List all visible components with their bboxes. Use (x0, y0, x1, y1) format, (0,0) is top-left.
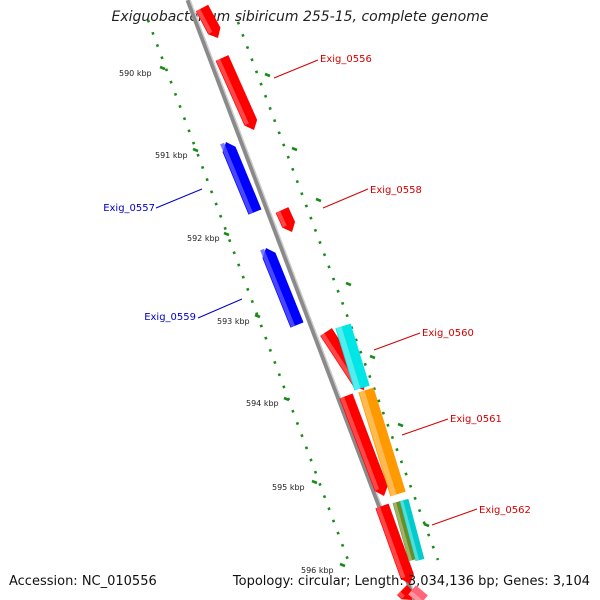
gene-label-Exig_0556[interactable]: Exig_0556 (320, 54, 372, 65)
outer-scale-tick (315, 197, 322, 203)
scale-label-590-kbp: 590 kbp (119, 69, 152, 78)
topology-label: Topology: circular; Length: 3,034,136 bp… (232, 574, 590, 589)
inner-tick-track (146, 19, 350, 561)
olive-feature-highlight (393, 502, 413, 562)
gene-label-Exig_0559[interactable]: Exig_0559 (144, 312, 196, 323)
outer-scale-tick (397, 422, 404, 428)
gene-Exig_0557-highlight (220, 142, 254, 215)
cyan-feature-2-highlight (400, 500, 420, 562)
outer-tick-track (236, 21, 440, 561)
gene-Exig_0557[interactable] (222, 142, 262, 215)
outer-scale-tick (264, 72, 271, 78)
outer-scale-tick (345, 281, 352, 287)
gene-Exig_0559-highlight (260, 248, 296, 328)
gene-partial-top-highlight (196, 8, 213, 34)
outer-scale-tick (291, 146, 298, 152)
scale-tick (223, 231, 230, 237)
gene-Exig_0559[interactable] (262, 248, 304, 328)
scale-tick (283, 396, 290, 402)
gene-Exig_0558-highlight (276, 210, 287, 228)
outer-scale-tick (423, 522, 430, 528)
scale-label-592-kbp: 592 kbp (187, 234, 220, 243)
scale-label-596-kbp: 596 kbp (301, 566, 334, 575)
gene-label-Exig_0561[interactable]: Exig_0561 (450, 414, 502, 425)
gene-label-Exig_0558[interactable]: Exig_0558 (370, 185, 422, 196)
gene-Exig_0558[interactable] (275, 207, 296, 232)
leader-line-Exig_0562 (431, 508, 478, 526)
scale-tick (311, 479, 318, 485)
orange-feature-highlight (359, 390, 397, 497)
scale-label-595-kbp: 595 kbp (272, 483, 305, 492)
gene-label-Exig_0560[interactable]: Exig_0560 (422, 328, 474, 339)
gene-label-Exig_0557[interactable]: Exig_0557 (103, 203, 155, 214)
leader-line-Exig_0558 (322, 188, 369, 209)
scale-label-594-kbp: 594 kbp (246, 399, 279, 408)
gene-partial-bottom-highlight (397, 591, 405, 599)
gene-label-Exig_0562[interactable]: Exig_0562 (479, 505, 531, 516)
scale-tick (192, 147, 199, 153)
accession-label: Accession: NC_010556 (9, 574, 157, 589)
gene-Exig_0561-highlight (340, 396, 380, 491)
outer-scale-tick (369, 354, 376, 360)
scale-label-591-kbp: 591 kbp (155, 151, 188, 160)
scale-tick (254, 313, 261, 319)
leader-line-Exig_0556 (273, 59, 319, 79)
gene-Exig_0562-highlight (376, 506, 406, 579)
leader-line-Exig_0559 (197, 298, 243, 319)
leader-line-Exig_0557 (155, 188, 203, 209)
genome-backbone-highlight (189, 0, 418, 600)
leader-line-Exig_0561 (401, 418, 449, 436)
cyan-feature-highlight (336, 326, 361, 391)
scale-label-593-kbp: 593 kbp (217, 317, 250, 326)
scale-tick (159, 65, 166, 71)
gene-Exig_0556-highlight (216, 58, 249, 126)
scale-tick (339, 562, 346, 568)
gene-Exig_0560-highlight (320, 333, 358, 387)
feature-partial-bottom-highlight (408, 590, 423, 600)
leader-line-Exig_0560 (373, 332, 421, 351)
genome-backbone (185, 0, 418, 600)
